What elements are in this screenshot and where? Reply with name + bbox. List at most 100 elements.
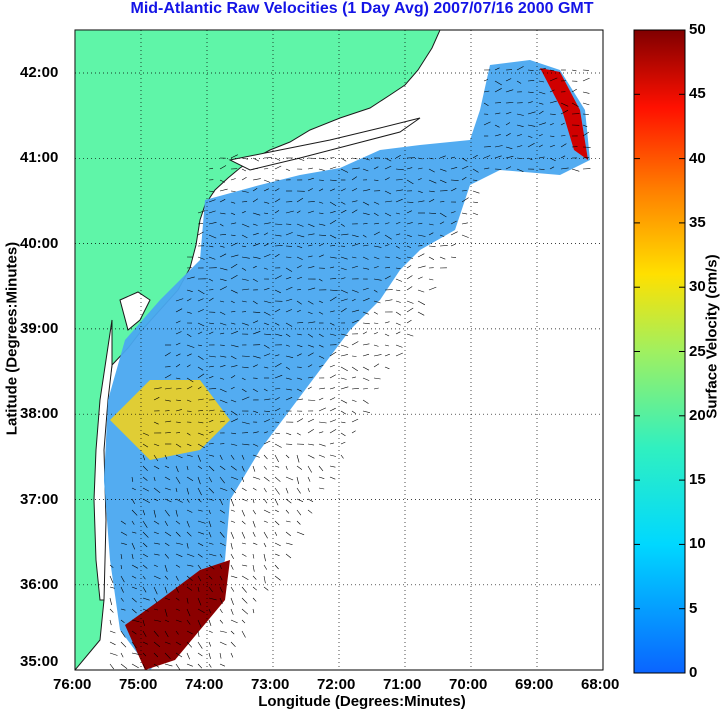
velocity-arrow [219, 542, 226, 546]
velocity-arrow [252, 542, 258, 545]
velocity-arrow [274, 165, 282, 170]
velocity-arrow [263, 366, 269, 369]
velocity-arrow [472, 179, 478, 181]
colorbar-tick-label: 10 [689, 535, 706, 553]
velocity-arrow [285, 366, 291, 370]
velocity-arrow [549, 100, 557, 104]
velocity-arrow [538, 80, 545, 83]
velocity-arrow [439, 256, 446, 260]
velocity-arrow [340, 421, 346, 424]
velocity-arrow [131, 553, 134, 560]
velocity-arrow [384, 353, 390, 357]
velocity-arrow [296, 333, 302, 336]
velocity-arrow [263, 564, 268, 570]
velocity-arrow [285, 210, 294, 214]
velocity-arrow [120, 575, 125, 583]
velocity-arrow [219, 509, 226, 514]
velocity-arrow [329, 407, 336, 412]
colorbar-label: Surface Velocity (cm/s) [703, 254, 721, 419]
velocity-arrow [505, 89, 514, 93]
velocity-arrow [461, 222, 468, 225]
y-tick-label: 35:00 [20, 653, 59, 670]
velocity-arrow [219, 498, 223, 506]
velocity-arrow [208, 322, 214, 325]
velocity-arrow [340, 410, 347, 415]
velocity-arrow [186, 377, 194, 383]
x-tick-label: 68:00 [581, 676, 620, 693]
velocity-arrow [329, 419, 337, 423]
velocity-arrow [153, 487, 161, 494]
velocity-arrow [197, 520, 206, 524]
velocity-arrow [164, 630, 169, 638]
velocity-arrow [362, 388, 368, 390]
velocity-arrow [450, 220, 457, 225]
velocity-arrow [186, 509, 193, 513]
velocity-arrow [263, 222, 271, 225]
velocity-arrow [395, 168, 404, 171]
velocity-arrow [208, 365, 214, 368]
velocity-arrow [406, 222, 413, 225]
velocity-arrow [296, 432, 301, 436]
velocity-arrow [296, 509, 302, 516]
velocity-arrow [340, 298, 348, 302]
velocity-arrow [307, 333, 314, 338]
velocity-arrow [307, 321, 316, 324]
velocity-arrow [175, 388, 182, 390]
velocity-arrow [131, 509, 138, 516]
velocity-arrow [263, 333, 272, 336]
velocity-arrow [274, 253, 280, 258]
velocity-arrow [571, 88, 577, 93]
velocity-arrow [197, 210, 206, 214]
velocity-arrow [241, 355, 250, 357]
velocity-arrow [109, 630, 116, 634]
velocity-arrow [186, 443, 192, 447]
velocity-arrow [516, 113, 524, 116]
velocity-arrow [153, 663, 160, 668]
velocity-arrow [186, 276, 195, 280]
velocity-arrow [164, 454, 168, 460]
velocity-arrow [241, 190, 249, 193]
velocity-arrow [120, 652, 124, 658]
velocity-arrow [318, 201, 324, 204]
velocity-arrow [351, 366, 358, 372]
velocity-arrow [142, 487, 149, 492]
velocity-medium-west [110, 380, 230, 460]
velocity-arrow [406, 256, 414, 259]
velocity-arrow [153, 476, 156, 481]
velocity-arrow [439, 212, 447, 218]
velocity-arrow [296, 276, 303, 280]
y-tick-label: 39:00 [20, 319, 59, 337]
velocity-arrow [263, 188, 269, 192]
velocity-arrow [186, 353, 192, 357]
velocity-arrow [230, 531, 235, 539]
velocity-arrow [318, 397, 324, 401]
velocity-arrow [175, 630, 179, 635]
velocity-arrow [274, 234, 282, 237]
velocity-arrow [274, 374, 283, 379]
velocity-arrow [307, 210, 314, 214]
velocity-arrow [197, 641, 203, 649]
velocity-arrow [351, 430, 356, 434]
velocity-arrow [384, 344, 389, 347]
velocity-arrow [450, 211, 456, 214]
velocity-arrow [384, 299, 393, 302]
velocity-high-south [125, 560, 230, 670]
velocity-arrow [219, 553, 223, 558]
velocity-arrow [131, 586, 137, 590]
velocity-arrow [208, 256, 216, 260]
velocity-arrow [329, 454, 337, 457]
velocity-arrow [285, 465, 288, 470]
velocity-arrow [131, 652, 140, 655]
velocity-arrow [263, 498, 268, 504]
velocity-arrow [230, 465, 237, 471]
velocity-arrow [109, 564, 114, 568]
velocity-arrow [230, 399, 237, 403]
velocity-arrow [439, 155, 446, 159]
velocity-arrow [153, 465, 160, 470]
velocity-arrow [373, 256, 380, 260]
velocity-arrow [186, 575, 193, 581]
velocity-arrow [384, 212, 392, 217]
velocity-arrow [340, 344, 349, 348]
velocity-arrow [340, 354, 348, 357]
